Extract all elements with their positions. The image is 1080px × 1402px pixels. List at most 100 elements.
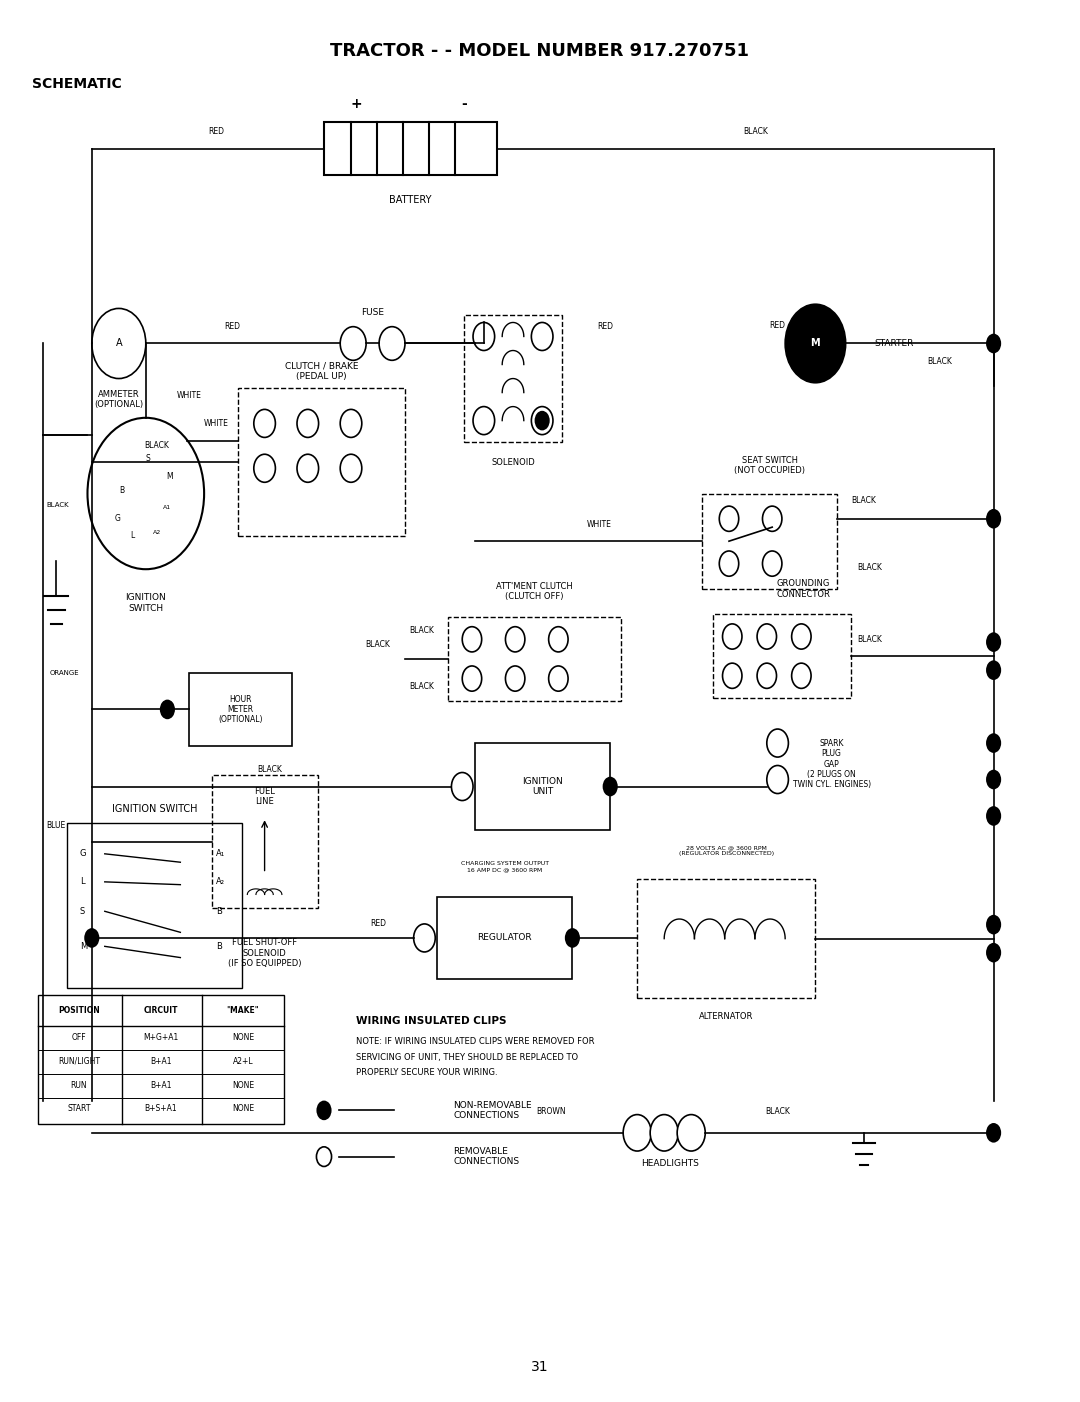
Text: A₂: A₂ xyxy=(216,878,225,886)
Circle shape xyxy=(379,327,405,360)
Circle shape xyxy=(535,411,550,430)
Text: HEADLIGHTS: HEADLIGHTS xyxy=(640,1159,699,1168)
Text: B+A1: B+A1 xyxy=(150,1057,172,1066)
Text: BROWN: BROWN xyxy=(536,1108,566,1116)
Text: -: - xyxy=(461,97,468,111)
Circle shape xyxy=(316,1101,332,1120)
Circle shape xyxy=(986,942,1001,963)
Text: "MAKE": "MAKE" xyxy=(227,1007,259,1015)
Circle shape xyxy=(451,773,473,801)
Circle shape xyxy=(340,454,362,482)
Text: M: M xyxy=(811,338,820,349)
Text: BLACK: BLACK xyxy=(46,502,68,508)
Circle shape xyxy=(87,418,204,569)
Circle shape xyxy=(462,666,482,691)
Circle shape xyxy=(462,627,482,652)
Circle shape xyxy=(531,322,553,350)
Circle shape xyxy=(316,1147,332,1166)
Text: A1: A1 xyxy=(163,505,172,510)
Circle shape xyxy=(650,1115,678,1151)
Circle shape xyxy=(719,551,739,576)
Text: ALTERNATOR: ALTERNATOR xyxy=(699,1012,754,1021)
Circle shape xyxy=(986,1123,1001,1143)
Circle shape xyxy=(986,660,1001,680)
Circle shape xyxy=(414,924,435,952)
Text: S: S xyxy=(80,907,85,916)
Text: RUN: RUN xyxy=(70,1081,87,1089)
Circle shape xyxy=(473,407,495,435)
Circle shape xyxy=(792,624,811,649)
Circle shape xyxy=(677,1115,705,1151)
Circle shape xyxy=(723,663,742,688)
Circle shape xyxy=(723,624,742,649)
Circle shape xyxy=(623,1115,651,1151)
Text: SERVICING OF UNIT, THEY SHOULD BE REPLACED TO: SERVICING OF UNIT, THEY SHOULD BE REPLAC… xyxy=(356,1053,579,1061)
Circle shape xyxy=(531,407,553,435)
Circle shape xyxy=(986,914,1001,935)
Text: STARTER: STARTER xyxy=(875,339,914,348)
Text: ORANGE: ORANGE xyxy=(50,670,80,676)
Text: BLACK: BLACK xyxy=(257,765,283,774)
Text: FUSE: FUSE xyxy=(361,308,384,317)
Circle shape xyxy=(767,765,788,794)
Text: IGNITION
SWITCH: IGNITION SWITCH xyxy=(125,593,166,613)
Circle shape xyxy=(565,928,580,948)
Text: BLACK: BLACK xyxy=(365,641,391,649)
Circle shape xyxy=(986,806,1001,826)
Text: RED: RED xyxy=(597,322,612,331)
Text: RED: RED xyxy=(370,920,386,928)
Circle shape xyxy=(986,509,1001,529)
Text: M: M xyxy=(166,472,173,481)
Text: NOTE: IF WIRING INSULATED CLIPS WERE REMOVED FOR: NOTE: IF WIRING INSULATED CLIPS WERE REM… xyxy=(356,1037,595,1046)
Text: NONE: NONE xyxy=(232,1081,254,1089)
Text: BLACK: BLACK xyxy=(743,128,769,136)
Text: HOUR
METER
(OPTIONAL): HOUR METER (OPTIONAL) xyxy=(218,694,262,725)
Text: TRACTOR - - MODEL NUMBER 917.270751: TRACTOR - - MODEL NUMBER 917.270751 xyxy=(330,42,750,60)
Circle shape xyxy=(473,322,495,350)
Circle shape xyxy=(986,770,1001,789)
Text: 28 VOLTS AC @ 3600 RPM
(REGULATOR DISCONNECTED): 28 VOLTS AC @ 3600 RPM (REGULATOR DISCON… xyxy=(678,845,774,857)
Text: CIRCUIT: CIRCUIT xyxy=(144,1007,178,1015)
Text: RED: RED xyxy=(770,321,785,329)
Circle shape xyxy=(254,454,275,482)
Text: BLACK: BLACK xyxy=(856,635,882,644)
Text: WHITE: WHITE xyxy=(586,520,612,529)
Circle shape xyxy=(92,308,146,379)
Text: BLACK: BLACK xyxy=(144,440,170,450)
Text: A2+L: A2+L xyxy=(232,1057,254,1066)
Circle shape xyxy=(767,729,788,757)
Circle shape xyxy=(549,666,568,691)
Circle shape xyxy=(340,409,362,437)
Text: SEAT SWITCH
(NOT OCCUPIED): SEAT SWITCH (NOT OCCUPIED) xyxy=(734,456,805,475)
Text: RED: RED xyxy=(208,128,224,136)
Text: A: A xyxy=(116,338,122,349)
Circle shape xyxy=(505,627,525,652)
Text: RUN/LIGHT: RUN/LIGHT xyxy=(58,1057,99,1066)
Circle shape xyxy=(340,327,366,360)
Circle shape xyxy=(986,733,1001,753)
Text: AMMETER
(OPTIONAL): AMMETER (OPTIONAL) xyxy=(94,390,144,409)
Circle shape xyxy=(762,506,782,531)
Text: WHITE: WHITE xyxy=(203,419,229,428)
Circle shape xyxy=(160,700,175,719)
Circle shape xyxy=(549,627,568,652)
Text: ATT'MENT CLUTCH
(CLUTCH OFF): ATT'MENT CLUTCH (CLUTCH OFF) xyxy=(496,582,573,601)
Text: BLACK: BLACK xyxy=(851,496,877,505)
Text: START: START xyxy=(67,1105,91,1113)
Circle shape xyxy=(254,409,275,437)
Circle shape xyxy=(505,666,525,691)
Text: REMOVABLE
CONNECTIONS: REMOVABLE CONNECTIONS xyxy=(454,1147,519,1166)
Circle shape xyxy=(986,334,1001,353)
Text: BLACK: BLACK xyxy=(408,683,434,691)
Text: FUEL
LINE: FUEL LINE xyxy=(254,787,275,806)
Circle shape xyxy=(785,304,846,383)
Text: BLACK: BLACK xyxy=(765,1108,791,1116)
Text: CHARGING SYSTEM OUTPUT
16 AMP DC @ 3600 RPM: CHARGING SYSTEM OUTPUT 16 AMP DC @ 3600 … xyxy=(461,861,549,872)
Text: WHITE: WHITE xyxy=(176,391,202,400)
Text: 31: 31 xyxy=(531,1360,549,1374)
Circle shape xyxy=(762,551,782,576)
Text: B: B xyxy=(216,942,221,951)
Circle shape xyxy=(84,928,99,948)
Text: M+G+A1: M+G+A1 xyxy=(144,1033,178,1042)
Text: BLUE: BLUE xyxy=(46,820,66,830)
